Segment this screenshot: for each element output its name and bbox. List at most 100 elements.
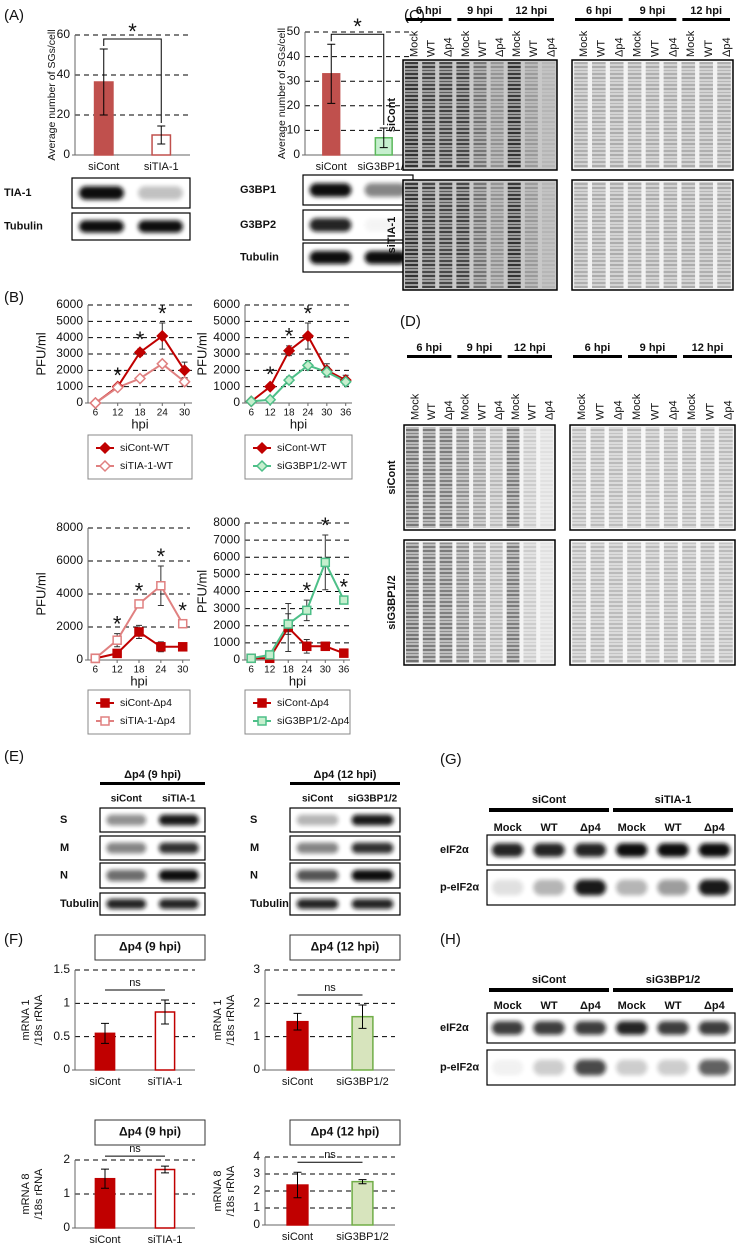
y-tick-label: 2 [63, 1152, 70, 1166]
y-tick-label: 0 [293, 147, 300, 161]
blot-band [615, 843, 648, 857]
blot-lane [572, 542, 587, 663]
lane-label: Mock [618, 1000, 647, 1012]
y-tick-label: 40 [57, 67, 71, 81]
blot-band [309, 250, 352, 265]
lane-label: Δp4 [494, 37, 506, 57]
error-bar [358, 1004, 367, 1029]
blot-band [533, 1021, 565, 1035]
group-label: siCont [532, 794, 567, 806]
x-tick-label: 12 [264, 665, 276, 676]
blot-lane [700, 427, 715, 528]
annotation: ns [129, 977, 141, 989]
x-tick-label: 30 [321, 408, 333, 419]
blot-band [106, 842, 147, 854]
marker [320, 641, 331, 652]
y-tick-label: 6000 [56, 297, 83, 311]
x-tick-label: 18 [283, 408, 295, 419]
x-axis-label: hpi [130, 673, 147, 688]
lane-label: WT [528, 40, 540, 57]
lane-label: WT [477, 40, 489, 57]
y-axis-label: mRNA 1 [212, 1000, 224, 1041]
blot-lane [608, 542, 623, 663]
y-axis-label: mRNA 8 [20, 1174, 32, 1215]
lane-label: WT [426, 40, 438, 57]
y-tick-label: 2 [253, 996, 260, 1010]
marker [246, 653, 256, 664]
y-tick-label: 0 [253, 1062, 260, 1076]
blot-lane [645, 542, 660, 663]
x-tick-label: siG3BP1/2 [357, 161, 410, 173]
y-tick-label: 4 [253, 1149, 260, 1163]
blot-row-label: eIF2α [440, 844, 469, 856]
marker [339, 648, 349, 658]
blot-row-label: M [60, 842, 69, 854]
blot-band [574, 879, 607, 896]
y-tick-label: 3000 [56, 346, 83, 360]
lane-label: Δp4 [721, 37, 733, 57]
blot-band [574, 843, 607, 857]
blot-lane [590, 427, 605, 528]
annotation: * [266, 362, 275, 387]
blot-band [533, 843, 565, 857]
lane-label: WT [704, 403, 716, 420]
marker [301, 329, 315, 343]
chart-title: Δp4 (12 hpi) [311, 1125, 380, 1139]
y-axis-label: /18s rRNA [225, 994, 237, 1045]
marker [156, 642, 166, 652]
timepoint-label: 6 hpi [585, 342, 611, 354]
annotation: * [113, 611, 122, 636]
blot-band [491, 1021, 524, 1035]
y-axis-label: /18s rRNA [33, 994, 45, 1045]
marker [177, 618, 188, 629]
timepoint-label: 12 hpi [690, 5, 722, 17]
blot-lane [540, 542, 553, 663]
blot-lane [718, 542, 733, 663]
timepoint-label: 6 hpi [416, 5, 442, 17]
marker [255, 459, 269, 473]
blot-band [364, 250, 407, 265]
y-axis-label: mRNA 8 [212, 1171, 224, 1212]
blot-lane [663, 62, 678, 168]
group-label: siG3BP1/2 [348, 794, 398, 805]
x-tick-label: 6 [93, 408, 99, 419]
blot-row-label: Tubulin [4, 220, 43, 232]
blot-lane [473, 542, 486, 663]
panel-label: (G) [440, 751, 462, 768]
title-box [289, 934, 401, 961]
y-tick-label: 1000 [213, 379, 240, 393]
y-axis-label: Average number of SGs/cell [276, 28, 288, 159]
x-tick-label: siTIA-1 [144, 161, 179, 173]
group-label: siG3BP1/2 [646, 974, 700, 986]
bracket [330, 33, 385, 125]
blot-lane [473, 62, 487, 168]
blot-band [106, 814, 147, 826]
annotation: * [178, 598, 187, 623]
blot-lane [422, 182, 436, 288]
group-bar [682, 18, 730, 21]
y-tick-label: 0 [63, 1062, 70, 1076]
blot-band [657, 879, 689, 896]
x-tick-label: 24 [157, 408, 169, 419]
legend-box [87, 689, 191, 735]
annotation: ns [324, 982, 336, 994]
legend-label: siTIA-1-WT [120, 460, 174, 472]
marker [134, 627, 144, 637]
bar [351, 1180, 374, 1226]
lane-label: Mock [460, 393, 472, 420]
marker [133, 372, 147, 385]
y-tick-label: 60 [57, 27, 71, 41]
legend-label: siG3BP1/2-Δp4 [277, 715, 350, 727]
blot-band [351, 814, 394, 826]
x-tick-label: 12 [112, 665, 124, 676]
group-bar [628, 18, 677, 21]
annotation: * [113, 363, 122, 388]
blot-band [138, 186, 183, 200]
title-box [289, 1119, 401, 1146]
blot-lane [541, 62, 555, 168]
blot-lane [489, 427, 503, 528]
error-bar [327, 43, 336, 104]
blot-band [657, 843, 689, 857]
x-tick-label: 18 [133, 665, 145, 676]
blot-lane [574, 182, 588, 288]
